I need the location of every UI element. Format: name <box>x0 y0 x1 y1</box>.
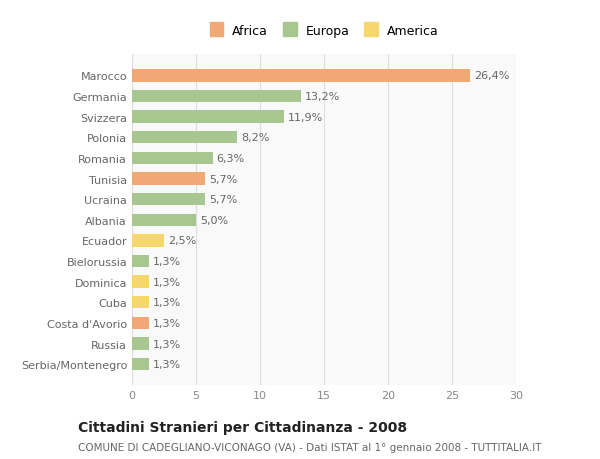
Bar <box>132 235 164 247</box>
Text: 13,2%: 13,2% <box>305 92 340 102</box>
Text: 1,3%: 1,3% <box>152 318 181 328</box>
Bar <box>132 91 301 103</box>
Bar <box>132 173 205 185</box>
Bar <box>132 317 149 330</box>
Text: 1,3%: 1,3% <box>152 339 181 349</box>
Bar <box>132 214 196 226</box>
Text: 8,2%: 8,2% <box>241 133 269 143</box>
Bar <box>132 132 237 144</box>
Legend: Africa, Europa, America: Africa, Europa, America <box>206 22 442 42</box>
Text: 5,0%: 5,0% <box>200 215 228 225</box>
Bar <box>132 297 149 309</box>
Text: 1,3%: 1,3% <box>152 359 181 369</box>
Bar <box>132 276 149 288</box>
Text: 5,7%: 5,7% <box>209 174 237 184</box>
Bar <box>132 70 470 83</box>
Text: 2,5%: 2,5% <box>168 236 196 246</box>
Text: Cittadini Stranieri per Cittadinanza - 2008: Cittadini Stranieri per Cittadinanza - 2… <box>78 420 407 434</box>
Bar <box>132 255 149 268</box>
Text: 5,7%: 5,7% <box>209 195 237 205</box>
Bar <box>132 111 284 123</box>
Text: COMUNE DI CADEGLIANO-VICONAGO (VA) - Dati ISTAT al 1° gennaio 2008 - TUTTITALIA.: COMUNE DI CADEGLIANO-VICONAGO (VA) - Dat… <box>78 442 542 452</box>
Bar <box>132 358 149 370</box>
Text: 1,3%: 1,3% <box>152 277 181 287</box>
Bar <box>132 194 205 206</box>
Bar <box>132 152 212 165</box>
Bar <box>132 338 149 350</box>
Text: 26,4%: 26,4% <box>474 71 509 81</box>
Text: 1,3%: 1,3% <box>152 257 181 267</box>
Text: 11,9%: 11,9% <box>288 112 323 123</box>
Text: 1,3%: 1,3% <box>152 297 181 308</box>
Text: 6,3%: 6,3% <box>217 154 245 163</box>
